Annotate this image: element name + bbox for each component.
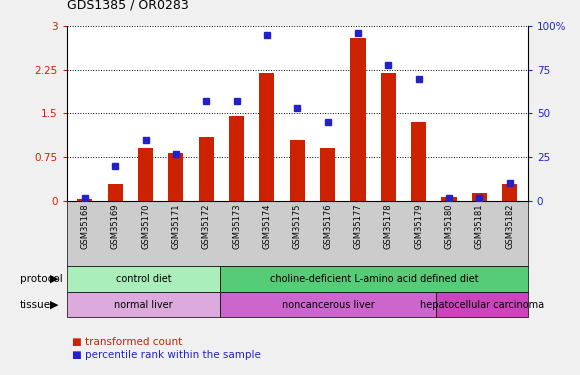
Text: normal liver: normal liver (114, 300, 173, 309)
Bar (441, 196, 456, 201)
Text: ■ percentile rank within the sample: ■ percentile rank within the sample (72, 351, 262, 360)
Text: ■ transformed count: ■ transformed count (72, 337, 183, 346)
Bar (229, 116, 244, 201)
Bar (320, 148, 335, 201)
Bar (380, 73, 396, 201)
Text: protocol: protocol (20, 274, 63, 284)
Text: tissue: tissue (20, 300, 51, 309)
Text: choline-deficient L-amino acid defined diet: choline-deficient L-amino acid defined d… (270, 274, 478, 284)
Text: ▶: ▶ (50, 274, 59, 284)
Bar (108, 184, 123, 201)
Text: GDS1385 / OR0283: GDS1385 / OR0283 (67, 0, 188, 11)
Text: control diet: control diet (116, 274, 171, 284)
Text: hepatocellular carcinoma: hepatocellular carcinoma (419, 300, 544, 309)
Text: ▶: ▶ (50, 300, 59, 309)
Text: noncancerous liver: noncancerous liver (282, 300, 374, 309)
Bar (199, 137, 214, 201)
Bar (502, 184, 517, 201)
Bar (138, 148, 153, 201)
Bar (289, 140, 305, 201)
Bar (259, 73, 274, 201)
Bar (350, 38, 365, 201)
Bar (77, 200, 92, 201)
Bar (472, 193, 487, 201)
Bar (168, 153, 183, 201)
Bar (411, 122, 426, 201)
